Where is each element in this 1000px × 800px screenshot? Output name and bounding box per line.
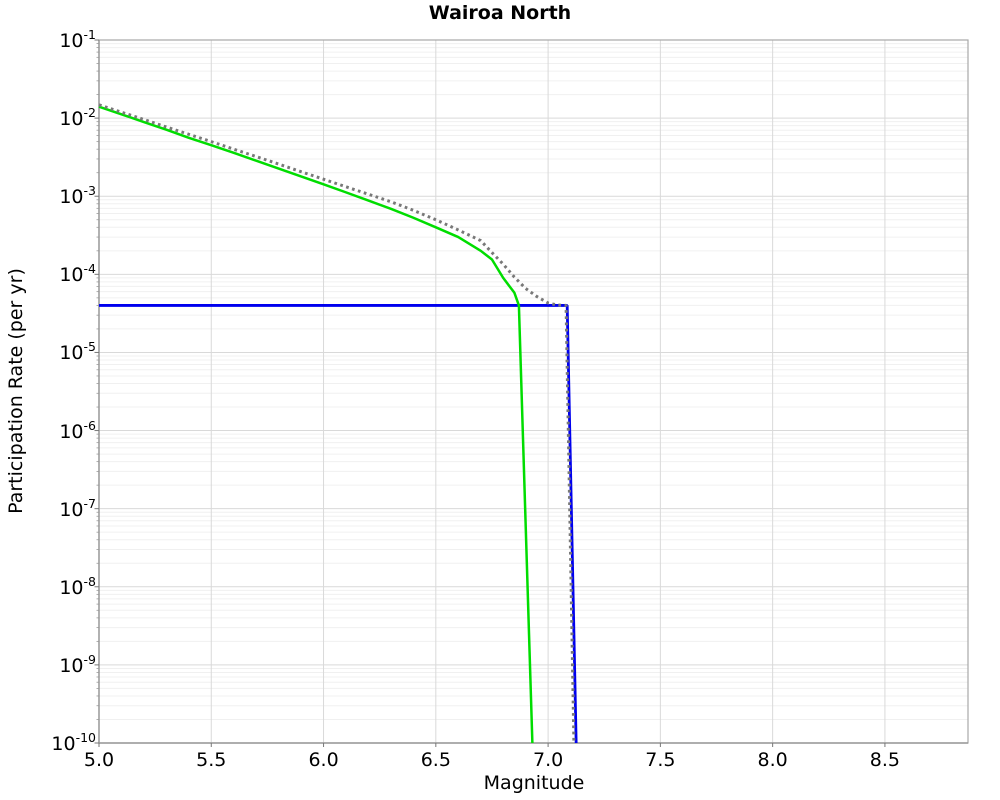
y-tick-label: 10-1 [59, 26, 96, 53]
y-tick-label: 10-8 [59, 573, 96, 599]
series-gray-dotted-curve [98, 103, 576, 744]
plot-border [98, 39, 969, 744]
chart-title: Wairoa North [428, 2, 572, 24]
x-tick-label: 6.5 [420, 749, 451, 771]
y-tick-label: 10-4 [59, 261, 96, 287]
y-tick-label: 10-6 [59, 417, 96, 443]
x-tick-label: 7.5 [645, 749, 676, 771]
x-tick-label: 5.0 [83, 749, 115, 771]
x-tick-label: 8.5 [869, 749, 901, 771]
x-tick-label: 5.5 [196, 749, 227, 771]
y-axis-title: Participation Rate (per yr) [5, 268, 27, 514]
y-tick-label: 10-10 [51, 729, 96, 756]
y-tick-label: 10-7 [59, 495, 96, 521]
x-axis-title: Magnitude [483, 772, 585, 794]
y-tick-label: 10-2 [59, 104, 96, 131]
x-tick-label: 6.0 [308, 749, 339, 771]
x-tick-label: 8.0 [757, 749, 788, 771]
x-tick-label: 7.0 [532, 749, 564, 771]
y-tick-label: 10-3 [59, 183, 96, 209]
series-green-solid-curve [98, 105, 534, 744]
y-tick-label: 10-9 [59, 651, 96, 678]
y-tick-label: 10-5 [59, 339, 96, 365]
